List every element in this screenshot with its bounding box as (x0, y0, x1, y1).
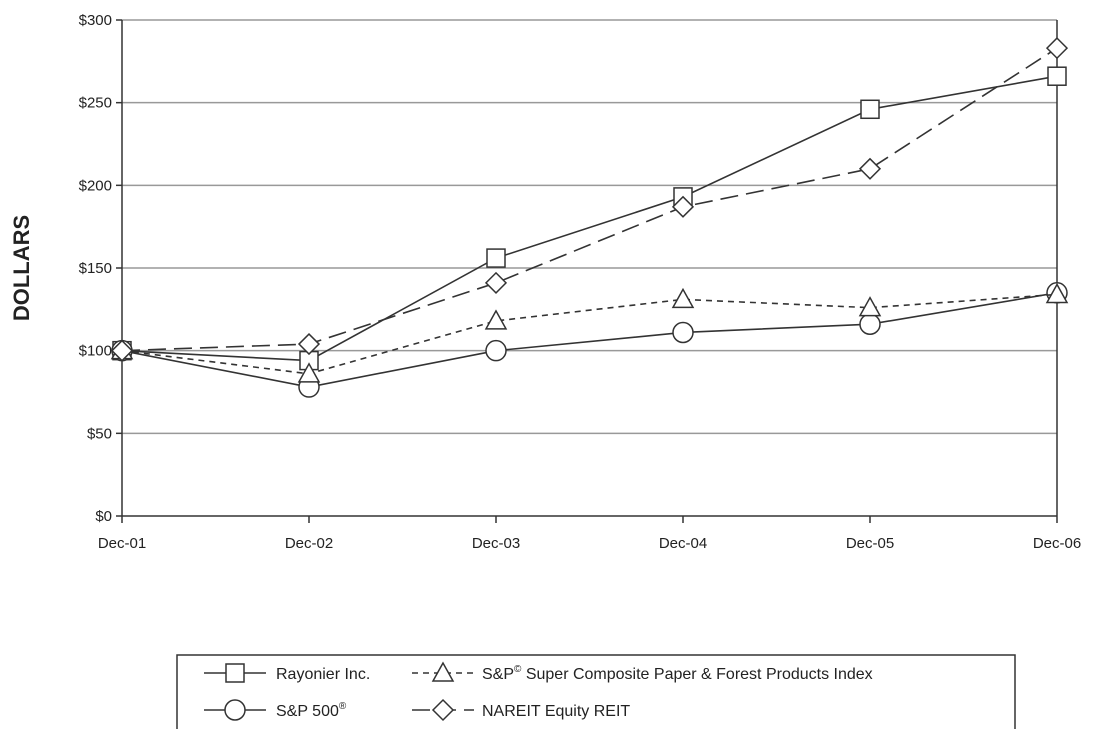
y-tick-label: $200 (79, 177, 112, 194)
grid-lines (122, 19, 1057, 435)
x-tick-labels: Dec-01 Dec-02 Dec-03 Dec-04 Dec-05 Dec-06 (98, 516, 1081, 552)
series-triangle (110, 282, 1069, 383)
legend-label: S&P 500® (276, 701, 347, 720)
series-line-diamond (121, 47, 1058, 352)
point-triangle (671, 287, 695, 309)
point-triangle (484, 309, 508, 330)
legend-marker-circle (224, 699, 246, 721)
legend-entry: Rayonier Inc. (204, 663, 370, 683)
legend-box (176, 654, 1016, 729)
legend-entry: NAREIT Equity REIT (412, 698, 630, 722)
x-tick-label: Dec-03 (472, 535, 520, 552)
point-diamond (1045, 37, 1069, 60)
x-tick-label: Dec-06 (1033, 535, 1081, 552)
point-triangle (858, 296, 882, 317)
y-tick-label: $0 (95, 508, 112, 525)
series-diamond (110, 37, 1069, 362)
y-tick-label: $100 (79, 343, 112, 360)
x-tick-label: Dec-01 (98, 535, 146, 552)
legend-label: S&P© Super Composite Paper & Forest Prod… (482, 664, 873, 683)
y-tick-label: $150 (79, 260, 112, 277)
y-tick-labels: $0 $50 $100 $150 $200 $250 $300 (79, 12, 122, 525)
point-diamond (671, 195, 695, 218)
legend-marker-square (225, 663, 245, 683)
series-square (112, 66, 1067, 371)
point-diamond (858, 157, 882, 180)
y-axis-title: DOLLARS (9, 215, 34, 321)
x-tick-label: Dec-02 (285, 535, 333, 552)
series-line-triangle (121, 293, 1058, 375)
series-line-circle (121, 292, 1058, 388)
series-line-square (121, 75, 1058, 362)
point-square (1047, 66, 1067, 86)
legend-marker-triangle (431, 661, 455, 682)
point-diamond (110, 339, 134, 362)
point-triangle (1045, 282, 1069, 304)
legend-label: Rayonier Inc. (276, 666, 370, 683)
y-tick-label: $250 (79, 95, 112, 112)
point-diamond (484, 271, 508, 294)
series-circle (111, 282, 1068, 398)
x-tick-label: Dec-05 (846, 535, 894, 552)
point-square (860, 99, 880, 120)
legend-entry: S&P© Super Composite Paper & Forest Prod… (412, 661, 873, 683)
legend-marker-diamond (431, 698, 455, 722)
point-square (486, 248, 506, 268)
y-tick-label: $50 (87, 425, 112, 442)
point-circle (485, 339, 507, 362)
series-lines (110, 37, 1069, 398)
y-tick-label: $300 (79, 12, 112, 29)
point-circle (672, 321, 694, 344)
point-circle (859, 313, 881, 335)
point-triangle (297, 362, 321, 383)
point-diamond (297, 332, 321, 356)
legend-label: NAREIT Equity REIT (482, 703, 630, 720)
legend: Rayonier Inc. S&P 500® S&P© Super Composit… (176, 654, 1016, 729)
legend-entry: S&P 500® (204, 699, 347, 721)
x-tick-label: Dec-04 (659, 535, 707, 552)
